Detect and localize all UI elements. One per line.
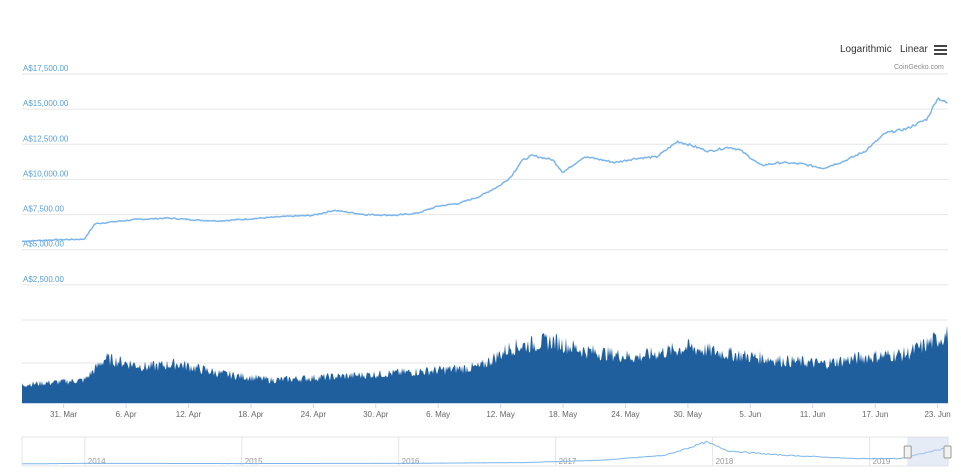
y-axis-labels: A$2,500.00 A$5,000.00 A$7,500.00 A$10,000.0… <box>23 64 69 284</box>
x-axis: 31. Mar 6. Apr 12. Apr 18. Apr 24. Apr 30. Ap… <box>22 403 951 419</box>
navigator-year-label: 2016 <box>402 457 420 466</box>
linear-button[interactable]: Linear <box>900 44 928 55</box>
hamburger-menu-icon[interactable] <box>934 45 947 55</box>
credit-label[interactable]: CoinGecko.com <box>894 64 944 71</box>
volume-area <box>22 325 948 403</box>
x-tick-label: 18. Apr <box>238 410 264 419</box>
y-tick-label: A$17,500.00 <box>23 64 69 73</box>
x-tick-label: 23. Jun <box>924 410 950 419</box>
y-tick-label: A$12,500.00 <box>23 134 69 143</box>
x-tick-label: 12. May <box>486 410 514 419</box>
navigator-right-handle[interactable] <box>943 445 952 459</box>
price-line <box>21 96 948 243</box>
y-gridlines <box>22 73 948 364</box>
price-series <box>21 96 948 243</box>
x-tick-label: 5. Jun <box>739 410 761 419</box>
navigator-year-label: 2018 <box>716 457 734 466</box>
y-tick-label: A$2,500.00 <box>23 275 64 284</box>
volume-bars <box>22 325 948 403</box>
x-tick-label: 11. Jun <box>800 410 826 419</box>
navigator[interactable]: 2014 2015 2016 2017 2018 2019 <box>21 436 952 467</box>
navigator-year-label: 2014 <box>88 457 106 466</box>
x-tick-label: 6. Apr <box>116 410 137 419</box>
x-tick-label: 17. Jun <box>862 410 888 419</box>
x-tick-label: 24. Apr <box>301 410 327 419</box>
navigator-frame <box>21 436 949 467</box>
navigator-year-label: 2015 <box>245 457 263 466</box>
y-tick-label: A$10,000.00 <box>23 169 69 178</box>
x-tick-label: 31. Mar <box>50 410 77 419</box>
x-tick-label: 30. May <box>674 410 702 419</box>
y-tick-label: A$5,000.00 <box>23 240 64 249</box>
navigator-year-label: 2019 <box>873 457 891 466</box>
logarithmic-button[interactable]: Logarithmic <box>840 44 892 55</box>
x-tick-label: 30. Apr <box>363 410 389 419</box>
x-tick-label: 12. Apr <box>176 410 202 419</box>
navigator-selection[interactable] <box>907 437 948 466</box>
x-tick-label: 6. May <box>426 410 450 419</box>
x-tick-label: 18. May <box>549 410 577 419</box>
x-tick-label: 24. May <box>611 410 639 419</box>
navigator-series <box>21 440 949 465</box>
y-tick-label: A$7,500.00 <box>23 205 64 214</box>
y-tick-label: A$15,000.00 <box>23 99 69 108</box>
navigator-left-handle[interactable] <box>903 445 912 459</box>
